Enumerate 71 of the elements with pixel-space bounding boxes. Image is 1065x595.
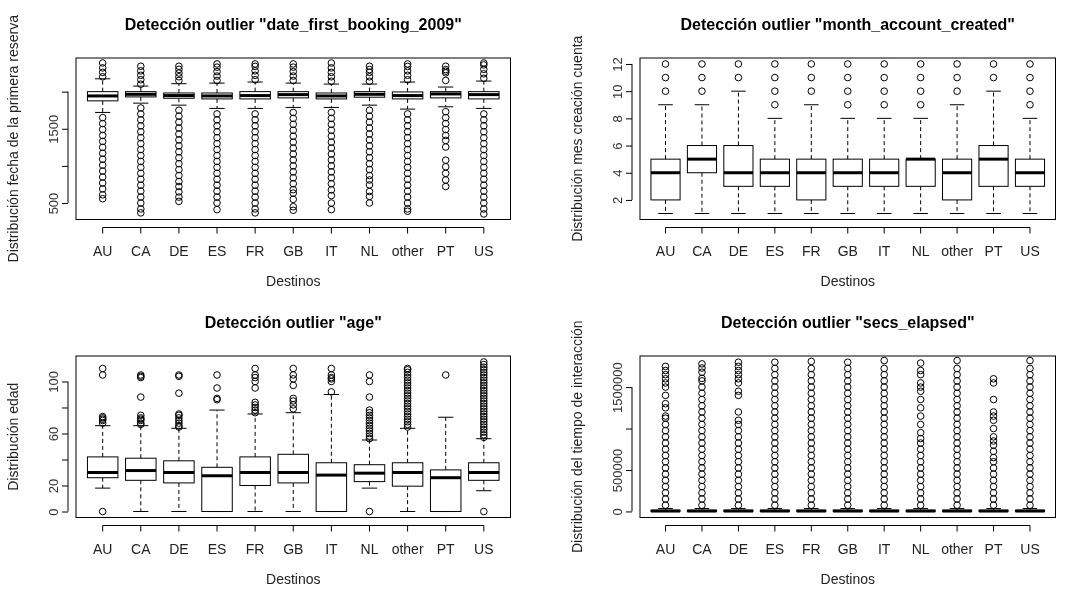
x-tick-label: PT [436, 243, 456, 260]
y-tick-label: 60 [46, 426, 61, 441]
x-tick-label: US [474, 540, 494, 557]
x-tick-label: NL [911, 243, 930, 260]
y-tick-label: 0 [46, 507, 61, 516]
y-tick-label: 100 [46, 370, 61, 393]
x-tick-label: FR [801, 243, 821, 260]
x-tick-label: IT [325, 540, 339, 557]
y-axis-title: Distribución del tiempo de interacción [568, 319, 585, 553]
chart-title: Detección outlier "secs_elapsed" [720, 313, 974, 331]
y-tick-label: 0 [609, 507, 625, 516]
x-tick-label: other [940, 243, 973, 260]
x-tick-label: ES [207, 243, 227, 260]
x-tick-label: PT [984, 540, 1003, 557]
x-tick-label: GB [283, 243, 304, 260]
chart-title: Detección outlier "month_account_created" [680, 16, 1015, 33]
x-tick-label: IT [325, 243, 339, 260]
x-tick-label: ES [765, 243, 784, 260]
x-tick-label: US [1019, 540, 1040, 557]
x-tick-label: US [474, 243, 494, 260]
x-tick-label: AU [92, 540, 113, 557]
x-tick-label: other [391, 243, 424, 260]
y-tick-label: 4 [609, 169, 625, 177]
chart-title: Detección outlier "date_first_booking_2009" [124, 16, 462, 33]
x-tick-label: CA [131, 243, 152, 260]
x-axis-title: Destinos [820, 272, 875, 289]
x-tick-label: GB [283, 540, 304, 557]
x-axis-title: Destinos [820, 570, 875, 586]
y-tick-label: 12 [609, 57, 625, 72]
y-axis-title: Distribución fecha de la primera reserva [5, 14, 21, 263]
y-axis-title: Distribución mes creación cuenta [568, 35, 585, 242]
x-tick-label: US [1019, 243, 1040, 260]
x-axis-title: Destinos [266, 272, 321, 289]
y-tick-label: 6 [609, 142, 625, 150]
x-tick-label: GB [837, 243, 858, 260]
x-tick-label: CA [691, 243, 712, 260]
y-tick-label: 2 [609, 196, 625, 205]
x-tick-label: GB [837, 540, 858, 557]
x-tick-label: FR [245, 243, 265, 260]
x-tick-label: DE [169, 243, 189, 260]
x-tick-label: AU [655, 540, 675, 557]
x-tick-label: PT [984, 243, 1003, 260]
y-tick-label: 500000 [609, 448, 625, 492]
x-tick-label: DE [728, 243, 748, 260]
y-tick-label: 10 [609, 84, 625, 99]
y-tick-label: 20 [46, 478, 61, 493]
x-tick-label: AU [92, 243, 113, 260]
y-tick-label: 8 [609, 115, 625, 123]
x-tick-label: IT [877, 540, 891, 557]
y-tick-label: 1500000 [609, 361, 625, 413]
x-tick-label: DE [169, 540, 189, 557]
x-tick-label: CA [131, 540, 152, 557]
x-tick-label: other [940, 540, 973, 557]
x-tick-label: DE [728, 540, 748, 557]
x-tick-label: FR [245, 540, 265, 557]
x-axis-title: Destinos [266, 570, 321, 586]
x-tick-label: IT [877, 243, 891, 260]
x-tick-label: NL [360, 243, 379, 260]
x-tick-label: FR [801, 540, 821, 557]
x-tick-label: NL [360, 540, 379, 557]
x-tick-label: ES [207, 540, 227, 557]
y-tick-label: 1500 [46, 114, 61, 144]
y-tick-label: 500 [46, 192, 61, 215]
x-tick-label: ES [765, 540, 784, 557]
x-tick-label: NL [911, 540, 930, 557]
chart-title: Detección outlier "age" [204, 313, 382, 331]
x-tick-label: PT [436, 540, 456, 557]
x-tick-label: AU [655, 243, 675, 260]
x-tick-label: other [391, 540, 424, 557]
y-axis-title: Distribución edad [5, 382, 21, 491]
x-tick-label: CA [691, 540, 712, 557]
